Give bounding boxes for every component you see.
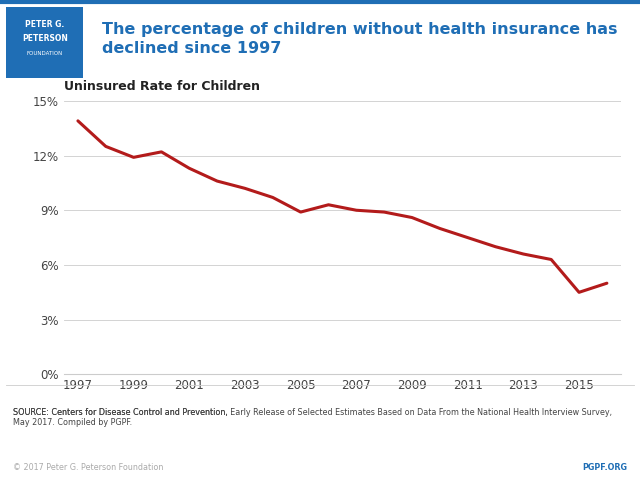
Text: SOURCE: Centers for Disease Control and Prevention, Early Release of Selected Es: SOURCE: Centers for Disease Control and … — [13, 408, 612, 427]
Text: PETER G.: PETER G. — [25, 20, 65, 29]
Text: SOURCE: Centers for Disease Control and Prevention, Early Release of Selected Es: SOURCE: Centers for Disease Control and … — [13, 408, 609, 417]
Text: SOURCE: Centers for Disease Control and Prevention,: SOURCE: Centers for Disease Control and … — [13, 408, 230, 417]
Text: © 2017 Peter G. Peterson Foundation: © 2017 Peter G. Peterson Foundation — [13, 463, 163, 472]
Text: The percentage of children without health insurance has
declined since 1997: The percentage of children without healt… — [102, 22, 618, 56]
Text: FOUNDATION: FOUNDATION — [27, 51, 63, 56]
Text: PGPF.ORG: PGPF.ORG — [582, 463, 627, 472]
Text: Uninsured Rate for Children: Uninsured Rate for Children — [64, 80, 260, 93]
FancyBboxPatch shape — [6, 7, 83, 78]
Text: PETERSON: PETERSON — [22, 35, 68, 43]
